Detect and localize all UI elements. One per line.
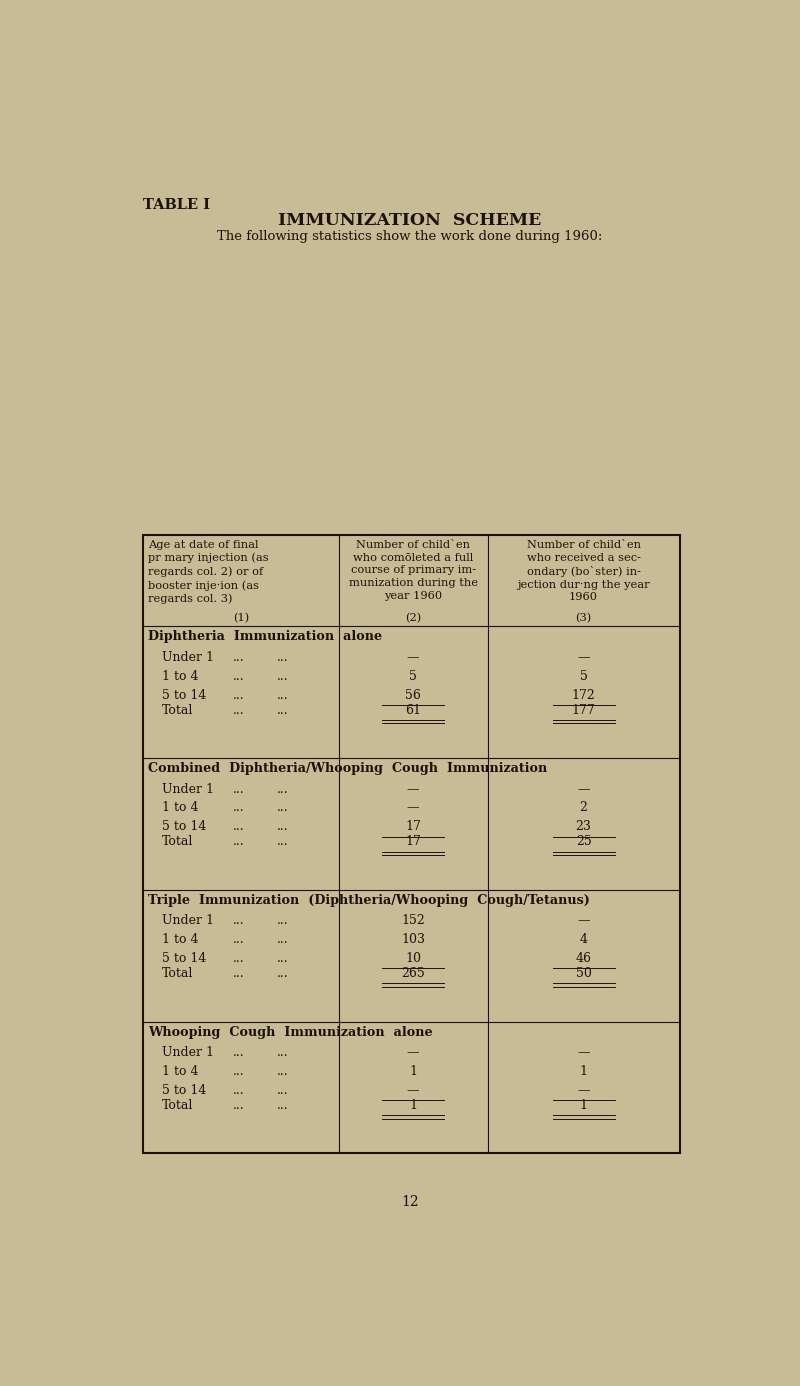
- Text: ...: ...: [234, 669, 245, 683]
- Text: 10: 10: [405, 952, 421, 965]
- Text: ...: ...: [277, 689, 288, 701]
- Text: Triple  Immunization  (Diphtheria/Whooping  Cough/Tetanus): Triple Immunization (Diphtheria/Whooping…: [148, 894, 590, 906]
- Text: Total: Total: [162, 967, 194, 980]
- Text: ...: ...: [277, 952, 288, 965]
- Text: 61: 61: [405, 704, 421, 717]
- Bar: [143, 535, 680, 1153]
- Text: 177: 177: [572, 704, 595, 717]
- Text: —: —: [407, 651, 419, 664]
- Text: ...: ...: [277, 1046, 288, 1059]
- Text: Under 1: Under 1: [162, 651, 214, 664]
- Text: ...: ...: [277, 915, 288, 927]
- Text: Diphtheria  Immunization  alone: Diphtheria Immunization alone: [148, 631, 382, 643]
- Text: 12: 12: [401, 1195, 419, 1209]
- Text: ...: ...: [277, 967, 288, 980]
- Text: 152: 152: [402, 915, 425, 927]
- Text: 46: 46: [576, 952, 592, 965]
- Text: Under 1: Under 1: [162, 1046, 214, 1059]
- Text: ...: ...: [277, 1099, 288, 1112]
- Text: ...: ...: [234, 801, 245, 815]
- Text: Total: Total: [162, 836, 194, 848]
- Text: ...: ...: [234, 689, 245, 701]
- Text: 23: 23: [576, 821, 591, 833]
- Text: 103: 103: [401, 933, 425, 947]
- Text: —: —: [407, 783, 419, 796]
- Text: 56: 56: [405, 689, 421, 701]
- Text: 1 to 4: 1 to 4: [162, 669, 198, 683]
- Text: —: —: [578, 1084, 590, 1096]
- Text: —: —: [578, 1046, 590, 1059]
- Text: 5 to 14: 5 to 14: [162, 821, 206, 833]
- Text: ...: ...: [234, 952, 245, 965]
- Text: 1 to 4: 1 to 4: [162, 933, 198, 947]
- Text: TABLE I: TABLE I: [143, 198, 210, 212]
- Text: 2: 2: [580, 801, 587, 815]
- Text: ...: ...: [234, 1099, 245, 1112]
- Text: ...: ...: [234, 967, 245, 980]
- Text: ...: ...: [277, 651, 288, 664]
- Text: 5 to 14: 5 to 14: [162, 689, 206, 701]
- Text: 1: 1: [409, 1099, 417, 1112]
- Text: —: —: [407, 1084, 419, 1096]
- Text: Whooping  Cough  Immunization  alone: Whooping Cough Immunization alone: [148, 1026, 433, 1038]
- Text: ...: ...: [234, 651, 245, 664]
- Text: The following statistics show the work done during 1960:: The following statistics show the work d…: [218, 230, 602, 244]
- Text: 17: 17: [405, 836, 421, 848]
- Text: ...: ...: [277, 1064, 288, 1078]
- Text: Age at date of final
pr mary injection (as
regards col. 2) or of
booster inje·io: Age at date of final pr mary injection (…: [148, 539, 269, 604]
- Text: —: —: [578, 783, 590, 796]
- Text: ...: ...: [234, 1084, 245, 1096]
- Text: Under 1: Under 1: [162, 783, 214, 796]
- Text: 1 to 4: 1 to 4: [162, 1064, 198, 1078]
- Text: 17: 17: [405, 821, 421, 833]
- Text: 5 to 14: 5 to 14: [162, 952, 206, 965]
- Text: ...: ...: [234, 1064, 245, 1078]
- Text: —: —: [407, 801, 419, 815]
- Text: ...: ...: [234, 1046, 245, 1059]
- Text: 5: 5: [580, 669, 587, 683]
- Text: 4: 4: [579, 933, 587, 947]
- Text: ...: ...: [277, 1084, 288, 1096]
- Text: ...: ...: [277, 801, 288, 815]
- Text: 5: 5: [409, 669, 417, 683]
- Text: 1: 1: [409, 1064, 417, 1078]
- Text: 1: 1: [579, 1099, 587, 1112]
- Text: ...: ...: [277, 704, 288, 717]
- Text: —: —: [578, 915, 590, 927]
- Text: 1: 1: [579, 1064, 587, 1078]
- Text: ...: ...: [277, 783, 288, 796]
- Text: Number of childˋen
who received a sec-
ondary (boˋster) in-
jection dur·ng the y: Number of childˋen who received a sec- o…: [518, 539, 650, 603]
- Text: Total: Total: [162, 1099, 194, 1112]
- Text: ...: ...: [277, 933, 288, 947]
- Text: —: —: [578, 651, 590, 664]
- Text: IMMUNIZATION  SCHEME: IMMUNIZATION SCHEME: [278, 212, 542, 229]
- Text: (1): (1): [233, 613, 249, 624]
- Text: (2): (2): [405, 613, 422, 624]
- Text: 265: 265: [402, 967, 425, 980]
- Text: 50: 50: [576, 967, 591, 980]
- Text: Number of childˋen
who comōleted a full
course of primary im-
munization during : Number of childˋen who comōleted a full …: [349, 539, 478, 602]
- Text: ...: ...: [234, 704, 245, 717]
- Text: ...: ...: [234, 821, 245, 833]
- Text: ...: ...: [234, 915, 245, 927]
- Text: ...: ...: [277, 669, 288, 683]
- Text: Under 1: Under 1: [162, 915, 214, 927]
- Text: ...: ...: [277, 821, 288, 833]
- Text: ...: ...: [234, 933, 245, 947]
- Text: 5 to 14: 5 to 14: [162, 1084, 206, 1096]
- Text: ...: ...: [277, 836, 288, 848]
- Text: Combined  Diphtheria/Whooping  Cough  Immunization: Combined Diphtheria/Whooping Cough Immun…: [148, 762, 548, 775]
- Text: ...: ...: [234, 783, 245, 796]
- Text: 25: 25: [576, 836, 591, 848]
- Text: ...: ...: [234, 836, 245, 848]
- Text: 172: 172: [572, 689, 595, 701]
- Text: —: —: [407, 1046, 419, 1059]
- Text: (3): (3): [575, 613, 592, 624]
- Text: 1 to 4: 1 to 4: [162, 801, 198, 815]
- Text: Total: Total: [162, 704, 194, 717]
